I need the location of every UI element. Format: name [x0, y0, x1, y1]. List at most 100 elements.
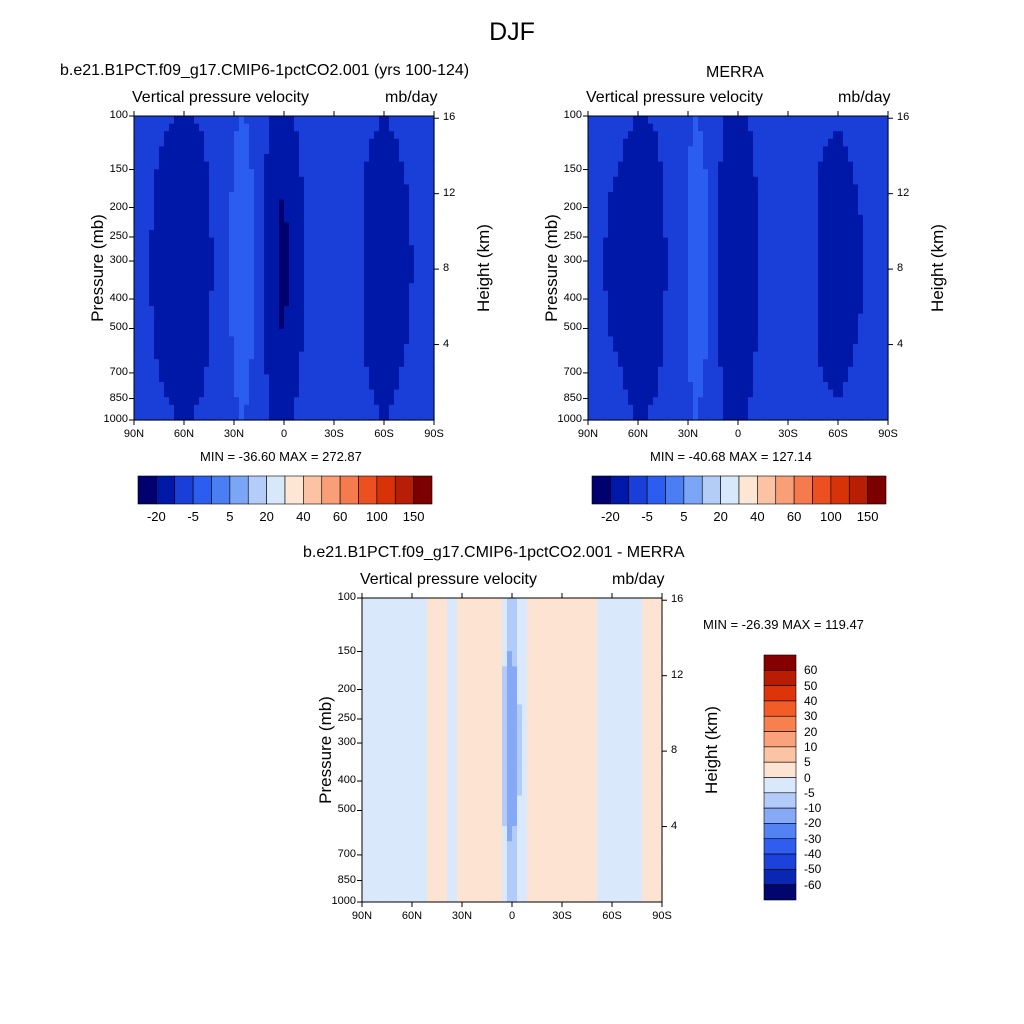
- heatmap-cell: [793, 214, 799, 223]
- heatmap-cell: [768, 161, 774, 170]
- heatmap-cell: [618, 214, 624, 223]
- heatmap-cell: [359, 275, 365, 284]
- heatmap-cell: [367, 719, 373, 728]
- heatmap-cell: [848, 146, 854, 155]
- heatmap-cell: [848, 237, 854, 246]
- heatmap-cell: [828, 404, 834, 413]
- heatmap-cell: [319, 412, 325, 421]
- heatmap-cell: [184, 328, 190, 337]
- heatmap-cell: [813, 283, 819, 292]
- heatmap-cell: [389, 328, 395, 337]
- heatmap-cell: [409, 298, 415, 307]
- heatmap-cell: [718, 351, 724, 360]
- heatmap-cell: [234, 245, 240, 254]
- heatmap-cell: [319, 176, 325, 185]
- heatmap-cell: [693, 222, 699, 231]
- heatmap-cell: [633, 374, 639, 383]
- heatmap-cell: [873, 138, 879, 147]
- heatmap-cell: [199, 275, 205, 284]
- heatmap-cell: [688, 283, 694, 292]
- heatmap-cell: [878, 313, 884, 322]
- heatmap-cell: [369, 237, 375, 246]
- heatmap-cell: [748, 366, 754, 375]
- heatmap-cell: [214, 382, 220, 391]
- heatmap-cell: [144, 184, 150, 193]
- heatmap-cell: [833, 192, 839, 201]
- heatmap-cell: [364, 245, 370, 254]
- heatmap-cell: [733, 123, 739, 132]
- heatmap-cell: [793, 366, 799, 375]
- heatmap-cell: [289, 199, 295, 208]
- heatmap-cell: [768, 313, 774, 322]
- heatmap-cell: [788, 260, 794, 269]
- heatmap-cell: [219, 252, 225, 261]
- heatmap-cell: [728, 214, 734, 223]
- heatmap-cell: [339, 290, 345, 299]
- heatmap-cell: [234, 283, 240, 292]
- heatmap-cell: [362, 636, 368, 645]
- heatmap-cell: [384, 230, 390, 239]
- heatmap-cell: [364, 275, 370, 284]
- heatmap-cell: [219, 412, 225, 421]
- heatmap-cell: [673, 237, 679, 246]
- heatmap-cell: [838, 374, 844, 383]
- heatmap-cell: [229, 169, 235, 178]
- heatmap-cell: [593, 374, 599, 383]
- heatmap-cell: [379, 169, 385, 178]
- heatmap-cell: [613, 154, 619, 163]
- heatmap-cell: [199, 366, 205, 375]
- heatmap-cell: [244, 207, 250, 216]
- heatmap-cell: [349, 161, 355, 170]
- heatmap-cell: [663, 268, 669, 277]
- heatmap-cell: [823, 397, 829, 406]
- heatmap-cell: [718, 207, 724, 216]
- heatmap-cell: [693, 336, 699, 345]
- heatmap-cell: [374, 252, 380, 261]
- heatmap-cell: [379, 146, 385, 155]
- heatmap-cell: [793, 161, 799, 170]
- heatmap-cell: [174, 374, 180, 383]
- heatmap-cell: [643, 298, 649, 307]
- heatmap-cell: [362, 620, 368, 629]
- heatmap-cell: [244, 283, 250, 292]
- heatmap-cell: [274, 222, 280, 231]
- heatmap-cell: [733, 404, 739, 413]
- heatmap-cell: [414, 313, 420, 322]
- heatmap-cell: [204, 207, 210, 216]
- heatmap-cell: [763, 351, 769, 360]
- heatmap-cell: [618, 176, 624, 185]
- heatmap-cell: [304, 237, 310, 246]
- heatmap-cell: [618, 275, 624, 284]
- heatmap-cell: [184, 192, 190, 201]
- heatmap-cell: [778, 404, 784, 413]
- heatmap-cell: [748, 313, 754, 322]
- heatmap-cell: [843, 116, 849, 125]
- heatmap-cell: [648, 176, 654, 185]
- heatmap-cell: [264, 214, 270, 223]
- heatmap-cell: [853, 389, 859, 398]
- heatmap-cell: [738, 366, 744, 375]
- heatmap-cell: [713, 169, 719, 178]
- heatmap-cell: [668, 146, 674, 155]
- heatmap-cell: [703, 192, 709, 201]
- heatmap-cell: [633, 176, 639, 185]
- heatmap-cell: [643, 328, 649, 337]
- heatmap-cell: [858, 351, 864, 360]
- heatmap-cell: [399, 404, 405, 413]
- heatmap-cell: [738, 298, 744, 307]
- heatmap-cell: [299, 359, 305, 368]
- heatmap-cell: [404, 298, 410, 307]
- heatmap-cell: [858, 138, 864, 147]
- heatmap-cell: [798, 260, 804, 269]
- pressure-tick-label: 300: [109, 254, 128, 267]
- heatmap-cell: [728, 184, 734, 193]
- heatmap-cell: [763, 268, 769, 277]
- heatmap-cell: [374, 237, 380, 246]
- heatmap-cell: [354, 374, 360, 383]
- heatmap-cell: [404, 245, 410, 254]
- heatmap-cell: [618, 192, 624, 201]
- heatmap-cell: [823, 374, 829, 383]
- heatmap-cell: [184, 214, 190, 223]
- heatmap-cell: [194, 374, 200, 383]
- heatmap-cell: [843, 161, 849, 170]
